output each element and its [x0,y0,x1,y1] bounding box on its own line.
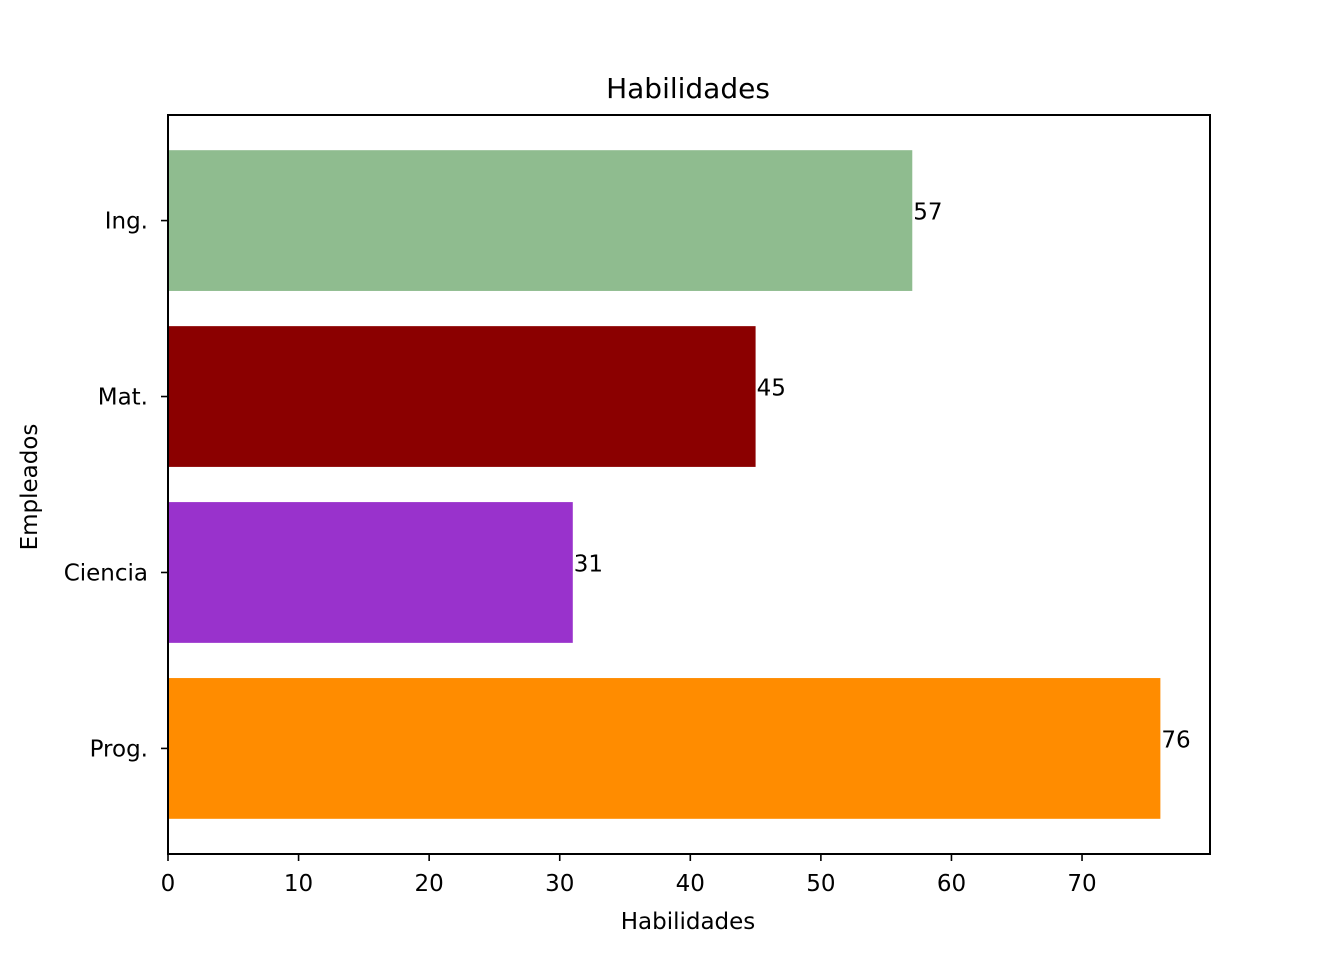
x-tick-label-30: 30 [545,871,574,897]
value-label-ciencia: 31 [574,551,603,577]
bar-prog [168,678,1161,819]
chart-title: Habilidades [606,72,770,105]
bar-mat [168,326,756,467]
y-tick-label-ciencia: Ciencia [64,560,148,586]
x-tick-label-0: 0 [161,871,176,897]
bar-ing [168,150,913,291]
value-label-ing: 57 [913,200,942,226]
x-tick-label-60: 60 [937,871,966,897]
x-tick-label-40: 40 [676,871,705,897]
y-axis-label: Empleados [17,424,43,551]
y-axis-ticks: Prog. Ciencia Mat. Ing. [64,209,168,762]
y-tick-label-ing: Ing. [105,209,148,235]
x-tick-label-20: 20 [415,871,444,897]
plot-area-frame [167,114,1211,855]
x-tick-label-50: 50 [806,871,835,897]
bars-group [168,150,1161,819]
value-labels-group: 76 31 45 57 [574,200,1191,754]
x-tick-label-70: 70 [1067,871,1096,897]
y-tick-label-mat: Mat. [98,385,148,411]
value-label-mat: 45 [757,376,786,402]
bar-ciencia [168,502,573,643]
x-axis-ticks: 0 10 20 30 40 50 60 70 [161,854,1097,897]
value-label-prog: 76 [1161,727,1190,753]
y-tick-label-prog: Prog. [90,736,148,762]
x-tick-label-10: 10 [284,871,313,897]
x-axis-label: Habilidades [621,909,756,935]
